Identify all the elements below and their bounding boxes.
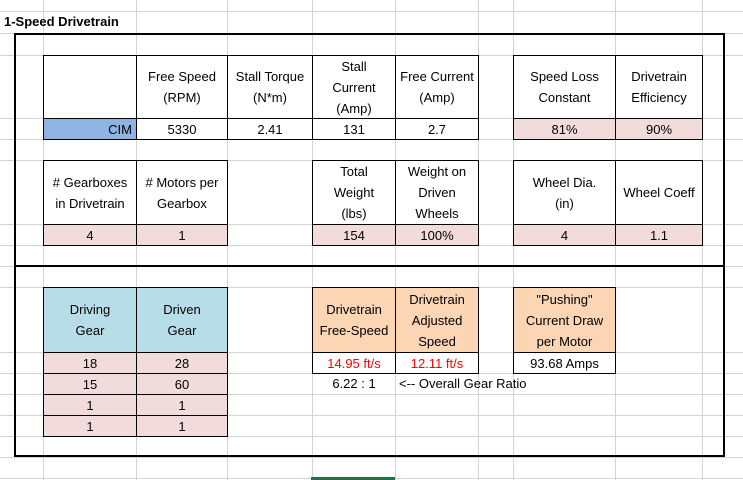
wheel-diameter-header[interactable]: Wheel Dia. (in) [513,160,616,225]
free-speed-result-header[interactable]: Drivetrain Free-Speed [312,287,396,353]
section-divider [14,265,725,267]
free-speed-result[interactable]: 14.95 ft/s [312,352,396,374]
driving-gear-header[interactable]: Driving Gear [43,287,137,353]
driven-gear-cell[interactable]: 1 [136,415,228,437]
current-draw-header[interactable]: "Pushing" Current Draw per Motor [513,287,616,353]
gearboxes-header[interactable]: # Gearboxes in Drivetrain [43,160,137,225]
speed-loss-header[interactable]: Speed Loss Constant [513,55,616,119]
free-speed-header[interactable]: Free Speed (RPM) [136,55,228,119]
gear-ratio-value[interactable]: 6.22 : 1 [332,376,376,391]
motor-name-cell[interactable]: CIM [43,118,137,140]
driving-gear-cell[interactable]: 18 [43,352,137,374]
stall-torque-header[interactable]: Stall Torque (N*m) [227,55,313,119]
driven-weight-header[interactable]: Weight on Driven Wheels [395,160,479,225]
selected-cell-indicator [311,477,395,480]
sheet-title[interactable]: 1-Speed Drivetrain [4,14,119,29]
free-current-header[interactable]: Free Current (Amp) [395,55,479,119]
motors-per-gearbox-value[interactable]: 1 [136,224,228,246]
stall-current-header[interactable]: Stall Current (Amp) [312,55,396,119]
gearboxes-value[interactable]: 4 [43,224,137,246]
driving-gear-cell[interactable]: 1 [43,415,137,437]
adjusted-speed-result-header[interactable]: Drivetrain Adjusted Speed [395,287,479,353]
efficiency-value[interactable]: 90% [615,118,703,140]
wheel-diameter-value[interactable]: 4 [513,224,616,246]
free-current-value[interactable]: 2.7 [395,118,479,140]
driven-weight-value[interactable]: 100% [395,224,479,246]
stall-current-value[interactable]: 131 [312,118,396,140]
driving-gear-cell[interactable]: 15 [43,373,137,395]
motors-per-gearbox-header[interactable]: # Motors per Gearbox [136,160,228,225]
speed-loss-value[interactable]: 81% [513,118,616,140]
driven-gear-header[interactable]: Driven Gear [136,287,228,353]
adjusted-speed-result[interactable]: 12.11 ft/s [395,352,479,374]
total-weight-header[interactable]: Total Weight (lbs) [312,160,396,225]
efficiency-header[interactable]: Drivetrain Efficiency [615,55,703,119]
driven-gear-cell[interactable]: 28 [136,352,228,374]
wheel-coeff-value[interactable]: 1.1 [615,224,703,246]
wheel-coeff-header[interactable]: Wheel Coeff [615,160,703,225]
stall-torque-value[interactable]: 2.41 [227,118,313,140]
free-speed-value[interactable]: 5330 [136,118,228,140]
current-draw-result[interactable]: 93.68 Amps [513,352,616,374]
driven-gear-cell[interactable]: 1 [136,394,228,416]
motor-blank-header[interactable] [43,55,137,119]
driving-gear-cell[interactable]: 1 [43,394,137,416]
drivetrain-frame [14,33,725,457]
gear-ratio-label[interactable]: <-- Overall Gear Ratio [399,376,527,391]
driven-gear-cell[interactable]: 60 [136,373,228,395]
total-weight-value[interactable]: 154 [312,224,396,246]
